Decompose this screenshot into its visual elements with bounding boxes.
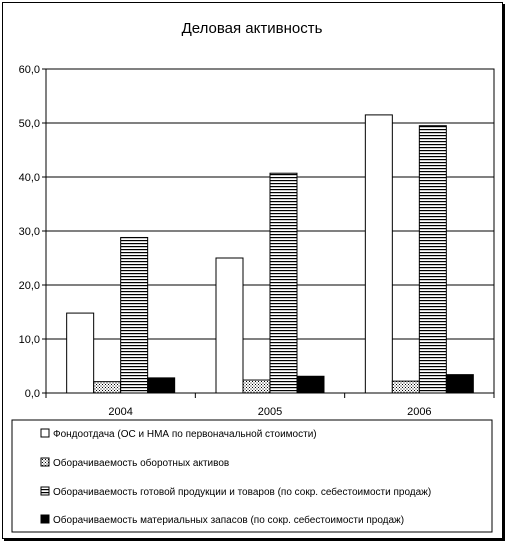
y-tick-label: 40,0 <box>19 172 40 184</box>
legend-swatch <box>40 514 50 524</box>
y-axis-ticks: 0,0 10,0 20,0 30,0 40,0 50,0 60,0 <box>19 64 46 400</box>
bar <box>364 114 393 394</box>
legend-box <box>11 419 493 533</box>
legend-swatch <box>40 428 50 438</box>
y-tick-label: 0,0 <box>25 388 40 400</box>
bar <box>296 375 325 394</box>
x-tick-label: 2005 <box>258 406 282 418</box>
bar <box>66 312 95 394</box>
x-tick-label: 2004 <box>108 406 132 418</box>
legend-entry: Фондоотдача (ОС и НМА по первоначальной … <box>53 429 317 440</box>
y-tick-label: 30,0 <box>19 226 40 238</box>
bar <box>242 379 271 394</box>
bar <box>269 172 298 394</box>
x-axis-ticks: 2004 2005 2006 <box>45 393 495 418</box>
legend-entry: Оборачиваемость готовой продукции и това… <box>53 486 431 498</box>
bar <box>418 125 447 394</box>
bar <box>147 377 176 394</box>
plot-border <box>45 68 495 394</box>
axes <box>45 68 495 394</box>
bar <box>93 381 122 394</box>
legend-swatch <box>40 486 50 496</box>
legend-entry: Оборачиваемость оборотных активов <box>53 457 229 469</box>
bar <box>215 257 244 394</box>
bars <box>66 114 474 394</box>
bar <box>120 236 149 394</box>
legend-entry: Оборачиваемость материальных запасов (по… <box>53 514 404 526</box>
y-tick-label: 10,0 <box>19 334 40 346</box>
y-tick-label: 20,0 <box>19 280 40 292</box>
y-tick-label: 50,0 <box>19 118 40 130</box>
chart-title: Деловая активность <box>182 20 323 37</box>
legend-swatch <box>40 457 50 467</box>
legend: Фондоотдача (ОС и НМА по первоначальной … <box>40 428 431 526</box>
bar <box>391 380 420 394</box>
x-tick-label: 2006 <box>407 406 431 418</box>
y-tick-label: 60,0 <box>19 64 40 76</box>
bar <box>445 374 474 394</box>
